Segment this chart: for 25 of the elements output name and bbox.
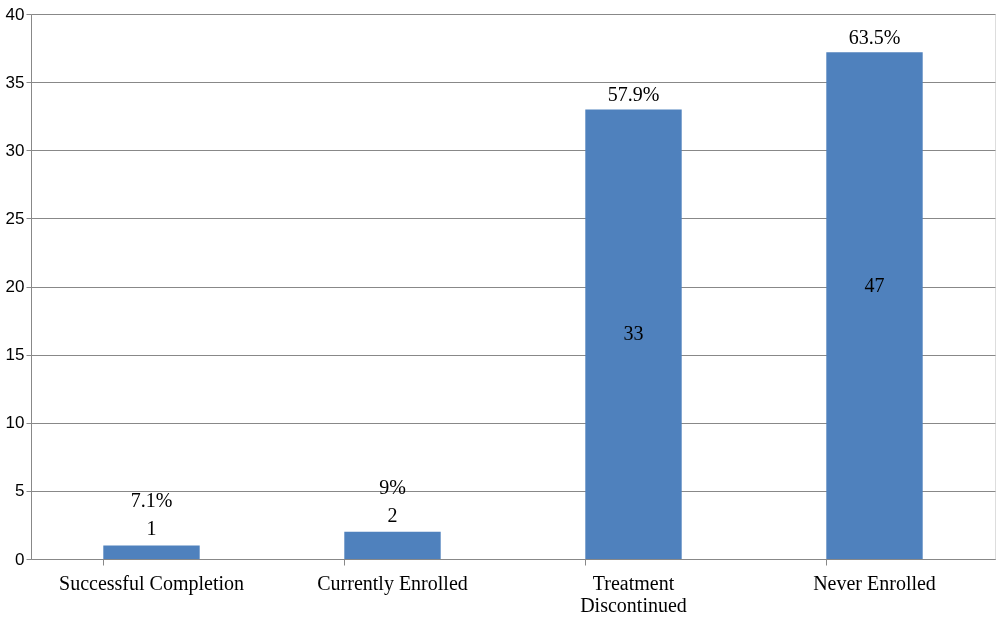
bar	[826, 52, 923, 559]
annotation: 57.9%	[607, 83, 660, 106]
data-label: 1	[146, 517, 157, 540]
y-tick-label: 20	[5, 277, 25, 296]
data-label: 2	[387, 503, 398, 526]
x-tick-label: Currently Enrolled	[317, 571, 468, 595]
annotation: 7.1%	[130, 489, 173, 512]
bar	[344, 531, 441, 559]
y-tick-label: 40	[5, 4, 25, 24]
annotation: 47	[864, 273, 885, 296]
bar	[103, 545, 200, 559]
y-tick-label: 0	[15, 549, 25, 569]
bar	[585, 109, 682, 559]
y-tick-label: 25	[5, 208, 25, 228]
y-tick-label: 10	[5, 413, 25, 433]
x-tick-label: Never Enrolled	[813, 571, 936, 594]
data-label: 33	[623, 322, 644, 345]
x-tick-label: Successful Completion	[59, 571, 244, 595]
y-tick-label: 15	[5, 345, 25, 365]
annotation: 63.5%	[848, 26, 901, 49]
y-tick-label: 5	[15, 481, 25, 501]
x-tick-label: Treatment Discontinued	[580, 571, 687, 616]
y-tick-label: 30	[5, 140, 25, 160]
y-tick-label: 35	[5, 72, 25, 92]
annotation: 9%	[379, 475, 406, 498]
